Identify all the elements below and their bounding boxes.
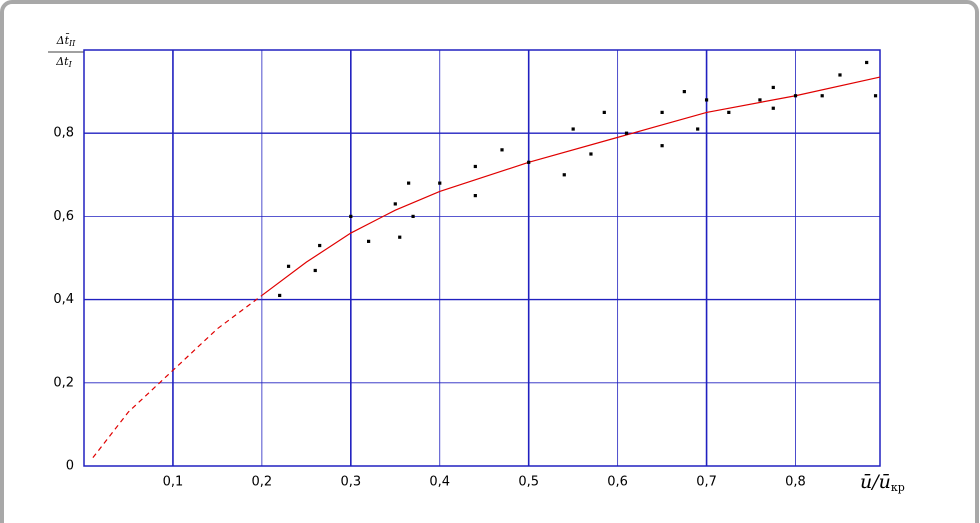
- data-point: [473, 194, 477, 198]
- data-point: [660, 144, 664, 148]
- data-point: [865, 60, 869, 65]
- data-point: [349, 214, 353, 218]
- data-point: [393, 202, 397, 206]
- data-point: [571, 127, 575, 131]
- data-point: [820, 94, 824, 98]
- x-tick-label: 0,8: [785, 475, 806, 490]
- x-tick-label: 0,1: [163, 475, 184, 490]
- data-point: [367, 239, 371, 243]
- y-tick-label: 0,8: [53, 126, 74, 141]
- x-tick-label: 0,2: [252, 475, 273, 490]
- y-tick-label: 0: [66, 459, 74, 474]
- data-point: [407, 181, 411, 185]
- data-point: [318, 243, 322, 248]
- data-point: [411, 214, 415, 218]
- y-label-denominator: ΔtI: [55, 55, 72, 69]
- x-tick-label: 0,4: [429, 475, 450, 490]
- fit-curve: [92, 294, 263, 459]
- x-label: ū/ūкр: [860, 471, 905, 494]
- data-point: [727, 110, 731, 114]
- data-point: [398, 235, 402, 239]
- y-label-numerator: Δt̄II: [56, 34, 77, 48]
- data-point: [704, 98, 709, 102]
- data-point: [838, 73, 842, 77]
- fit-curve: [261, 76, 881, 296]
- x-tick-label: 0,6: [607, 475, 628, 490]
- data-point: [624, 131, 629, 135]
- data-point: [660, 110, 664, 114]
- x-tick-label: 0,3: [340, 475, 361, 490]
- y-tick-label: 0,6: [53, 209, 74, 224]
- data-point: [500, 148, 504, 152]
- data-point: [278, 293, 282, 298]
- data-point: [793, 94, 798, 98]
- data-point: [473, 164, 477, 169]
- data-point: [696, 127, 700, 131]
- data-point: [286, 264, 291, 268]
- data-point: [313, 268, 317, 273]
- x-tick-label: 0,7: [696, 475, 717, 490]
- data-point: [562, 173, 566, 177]
- data-point: [438, 181, 442, 185]
- data-point: [771, 85, 775, 90]
- plot-area: [83, 49, 881, 467]
- y-tick-label: 0,2: [53, 375, 74, 390]
- data-point: [758, 98, 762, 102]
- y-tick-label: 0,4: [53, 292, 74, 307]
- data-point: [602, 110, 606, 114]
- data-point: [682, 90, 686, 94]
- data-point: [589, 152, 593, 156]
- data-point: [527, 160, 531, 164]
- data-point: [771, 106, 775, 110]
- x-tick-label: 0,5: [518, 475, 539, 490]
- data-point: [873, 94, 878, 98]
